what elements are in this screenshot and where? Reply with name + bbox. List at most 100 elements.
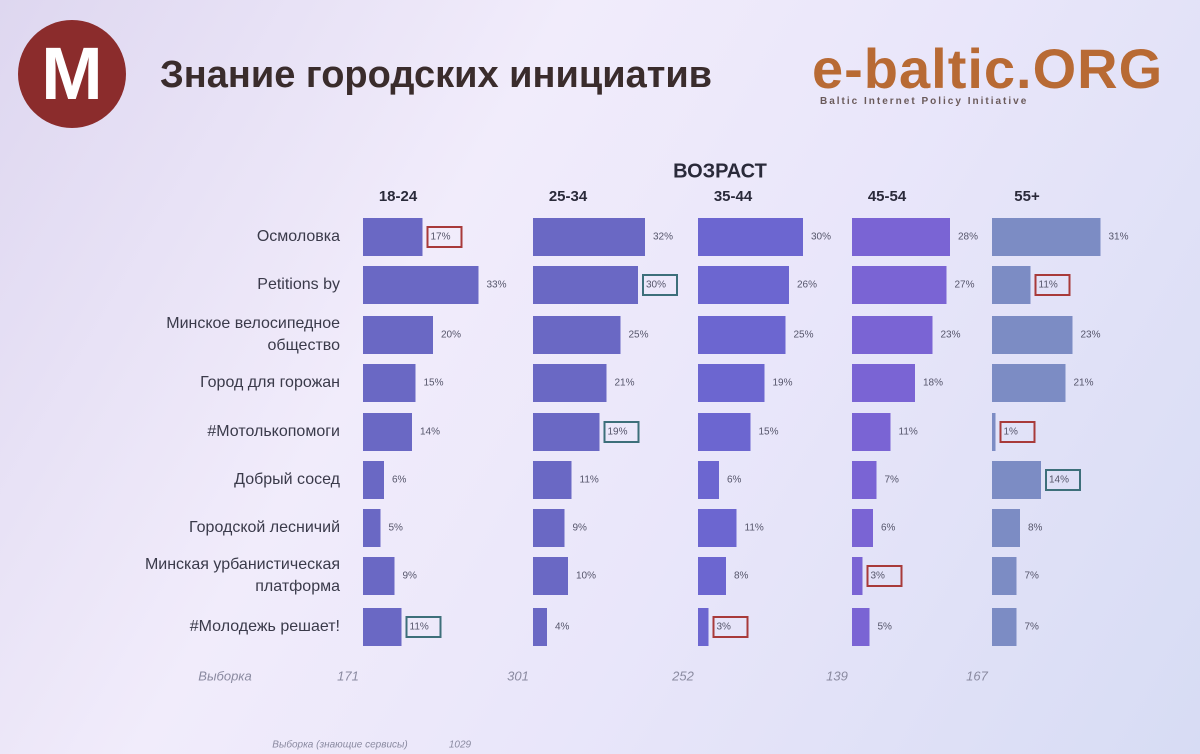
value-label: 6% xyxy=(727,475,742,486)
bar xyxy=(363,557,395,595)
highlight-box xyxy=(712,616,749,638)
highlight-box xyxy=(1034,274,1071,296)
bar xyxy=(698,266,789,304)
value-label: 33% xyxy=(487,280,507,291)
bar xyxy=(992,461,1041,499)
chart-title: Знание городских инициатив xyxy=(160,54,713,96)
category-label: Petitions by xyxy=(257,276,340,293)
sample-size: 252 xyxy=(671,668,694,683)
sample-size: 171 xyxy=(337,668,359,683)
bar xyxy=(363,509,381,547)
value-label: 17% xyxy=(431,232,451,243)
value-label: 11% xyxy=(899,427,918,438)
value-label: 7% xyxy=(885,475,900,486)
category-label: #Молодежь решает! xyxy=(189,618,340,635)
value-label: 8% xyxy=(734,571,749,582)
category-label: #Мотолькопомоги xyxy=(207,423,340,440)
bar xyxy=(698,461,719,499)
value-label: 11% xyxy=(410,622,429,633)
group-label: ВОЗРАСТ xyxy=(673,160,767,182)
footer-label: Выборка (знающие сервисы) xyxy=(272,739,407,751)
value-label: 5% xyxy=(389,523,404,534)
sample-size: 301 xyxy=(507,668,529,683)
value-label: 21% xyxy=(615,378,635,389)
category-label: Городской лесничий xyxy=(189,519,340,536)
bar xyxy=(698,557,726,595)
value-label: 8% xyxy=(1028,523,1043,534)
bar xyxy=(992,509,1020,547)
bar xyxy=(992,608,1017,646)
highlight-box xyxy=(866,565,903,587)
bar xyxy=(533,608,547,646)
sample-label: Выборка xyxy=(198,668,251,683)
series-name: 25-34 xyxy=(549,188,588,205)
category-label: Осмоловка xyxy=(256,228,340,245)
bar xyxy=(992,316,1073,354)
value-label: 30% xyxy=(811,232,831,243)
value-label: 9% xyxy=(573,523,588,534)
bar xyxy=(698,316,786,354)
value-label: 3% xyxy=(871,571,886,582)
series-name: 18-24 xyxy=(379,188,418,205)
brand: e-baltic.ORG xyxy=(812,37,1164,100)
bar xyxy=(533,413,600,451)
highlight-box xyxy=(603,421,640,443)
bar xyxy=(533,509,565,547)
value-label: 5% xyxy=(878,622,893,633)
bar xyxy=(992,413,996,451)
bar xyxy=(698,509,737,547)
value-label: 20% xyxy=(441,330,461,341)
bar xyxy=(698,218,803,256)
highlight-box xyxy=(999,421,1036,443)
bar xyxy=(852,266,947,304)
bar xyxy=(852,557,863,595)
bar xyxy=(363,461,384,499)
bar xyxy=(533,461,572,499)
value-label: 15% xyxy=(759,427,779,438)
value-label: 3% xyxy=(717,622,732,633)
series-name: 35-44 xyxy=(714,188,753,205)
value-label: 7% xyxy=(1025,622,1040,633)
bar xyxy=(852,461,877,499)
bar xyxy=(992,266,1031,304)
bar xyxy=(533,218,645,256)
value-label: 23% xyxy=(941,330,961,341)
value-label: 6% xyxy=(392,475,407,486)
bar xyxy=(852,413,891,451)
logo: M xyxy=(18,20,126,128)
bar xyxy=(698,608,709,646)
value-label: 11% xyxy=(580,475,599,486)
value-label: 31% xyxy=(1109,232,1129,243)
value-label: 18% xyxy=(923,378,943,389)
highlight-box xyxy=(405,616,442,638)
bar xyxy=(533,266,638,304)
bar xyxy=(992,218,1101,256)
bar xyxy=(533,557,568,595)
sample-size: 139 xyxy=(826,668,848,683)
value-label: 10% xyxy=(576,571,596,582)
bar xyxy=(698,364,765,402)
bar xyxy=(533,364,607,402)
footer-value: 1029 xyxy=(449,740,472,751)
bar xyxy=(363,266,479,304)
value-label: 6% xyxy=(881,523,896,534)
value-label: 23% xyxy=(1081,330,1101,341)
category-label: Минское велосипедное общество xyxy=(166,315,340,354)
brand-tagline: Baltic Internet Policy Initiative xyxy=(820,96,1029,107)
bar xyxy=(852,218,950,256)
value-label: 30% xyxy=(646,280,666,291)
value-label: 21% xyxy=(1074,378,1094,389)
value-label: 14% xyxy=(1049,475,1069,486)
bar xyxy=(852,608,870,646)
bar xyxy=(363,218,423,256)
value-label: 19% xyxy=(773,378,793,389)
value-label: 7% xyxy=(1025,571,1040,582)
value-label: 14% xyxy=(420,427,440,438)
bar xyxy=(852,364,915,402)
highlight-box xyxy=(1045,469,1081,491)
bar xyxy=(852,509,873,547)
bar xyxy=(363,316,433,354)
bar xyxy=(698,413,751,451)
